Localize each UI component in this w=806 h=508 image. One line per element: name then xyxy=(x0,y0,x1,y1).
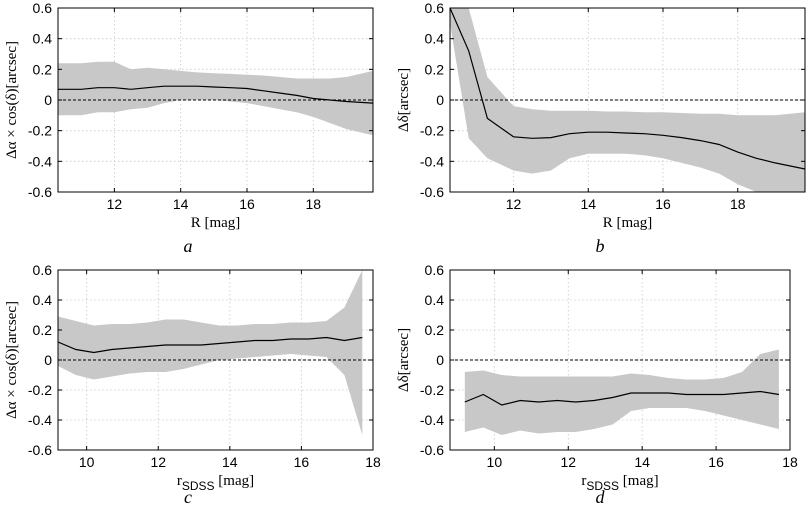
plot-area xyxy=(450,8,805,192)
panel-a: 12 14 16 18 -0.6 -0.4 -0.2 0 0.2 0.4 0.6 R [mag] Δα … xyxy=(4,0,374,256)
y-tick-label: -0.4 xyxy=(28,412,52,428)
y-tick-label: 0.2 xyxy=(425,322,445,338)
x-tick-label: 14 xyxy=(580,196,596,212)
x-tick-label: 18 xyxy=(730,196,746,212)
y-tick-label: -0.6 xyxy=(28,184,52,200)
y-tick-label: 0 xyxy=(44,92,52,108)
panel-letter: d xyxy=(596,487,606,507)
panel-c: 10 12 14 16 18 -0.6 -0.4 -0.2 0 0.2 0.4 0.6 rSDSS [m… xyxy=(4,262,381,507)
x-tick-label: 18 xyxy=(782,454,798,470)
y-tick-label: 0.4 xyxy=(425,292,445,308)
y-tick-label: 0.6 xyxy=(33,0,53,16)
x-tick-label: 14 xyxy=(173,196,189,212)
x-tick-label: 16 xyxy=(239,196,255,212)
panel-letter: a xyxy=(184,236,193,256)
x-tick-label: 14 xyxy=(222,454,238,470)
mean-line xyxy=(58,336,363,354)
y-axis-label: Δα × cos(δ)[arcsec] xyxy=(4,41,20,159)
y-tick-label: -0.2 xyxy=(28,382,52,398)
y-tick-label: -0.6 xyxy=(28,442,52,458)
plot-area xyxy=(450,349,790,435)
y-tick-label: 0 xyxy=(436,92,444,108)
x-tick-label: 14 xyxy=(634,454,650,470)
y-tick-label: -0.6 xyxy=(420,184,444,200)
mean-line xyxy=(58,85,373,104)
y-axis-label: Δδ[arcsec] xyxy=(396,68,412,132)
y-tick-label: -0.2 xyxy=(420,123,444,139)
panel-letter: b xyxy=(596,236,605,256)
y-tick-label: 0.2 xyxy=(425,61,445,77)
x-tick-label: 16 xyxy=(655,196,671,212)
y-tick-label: 0.2 xyxy=(33,61,53,77)
panel-letter: c xyxy=(184,487,192,507)
x-tick-label: 16 xyxy=(708,454,724,470)
plot-area xyxy=(58,61,373,136)
confidence-band xyxy=(58,270,363,435)
y-tick-label: -0.4 xyxy=(420,153,444,169)
plot-area xyxy=(58,270,373,435)
x-tick-label: 12 xyxy=(107,196,123,212)
y-tick-label: -0.2 xyxy=(28,123,52,139)
x-axis-label: R [mag] xyxy=(603,215,653,231)
panel-b: 12 14 16 18 -0.6 -0.4 -0.2 0 0.2 0.4 0.6 R [mag] Δδ[… xyxy=(396,0,806,256)
y-tick-label: 0 xyxy=(436,352,444,368)
y-tick-label: 0 xyxy=(44,352,52,368)
panel-d: 10 12 14 16 18 -0.6 -0.4 -0.2 0 0.2 0.4 0.6 rSDSS [m… xyxy=(396,262,798,507)
y-tick-label: -0.2 xyxy=(420,382,444,398)
x-tick-label: 10 xyxy=(79,454,95,470)
x-tick-label: 18 xyxy=(306,196,322,212)
x-tick-label: 10 xyxy=(487,454,503,470)
y-tick-label: 0.6 xyxy=(425,0,445,16)
y-axis-label: Δδ[arcsec] xyxy=(396,328,412,392)
mean-line xyxy=(464,390,779,406)
y-tick-label: 0.6 xyxy=(425,262,445,278)
y-tick-label: 0.4 xyxy=(425,31,445,47)
x-axis-label: R [mag] xyxy=(191,215,241,231)
x-axis-label: rSDSS [mag] xyxy=(581,473,658,493)
y-tick-label: 0.6 xyxy=(33,262,53,278)
y-axis-label: Δα × cos(δ)[arcsec] xyxy=(4,301,20,419)
confidence-band xyxy=(464,349,779,435)
confidence-band xyxy=(58,61,373,136)
x-axis-label: rSDSS [mag] xyxy=(177,473,254,493)
x-tick-label: 12 xyxy=(150,454,166,470)
mean-line xyxy=(450,8,805,170)
confidence-band xyxy=(450,8,805,192)
x-tick-label: 16 xyxy=(294,454,310,470)
y-tick-label: 0.2 xyxy=(33,322,53,338)
y-tick-label: 0.4 xyxy=(33,292,53,308)
x-tick-label: 12 xyxy=(560,454,576,470)
x-tick-label: 12 xyxy=(506,196,522,212)
x-tick-label: 18 xyxy=(365,454,381,470)
y-tick-label: -0.6 xyxy=(420,442,444,458)
y-tick-label: -0.4 xyxy=(420,412,444,428)
y-tick-label: 0.4 xyxy=(33,31,53,47)
y-tick-label: -0.4 xyxy=(28,153,52,169)
